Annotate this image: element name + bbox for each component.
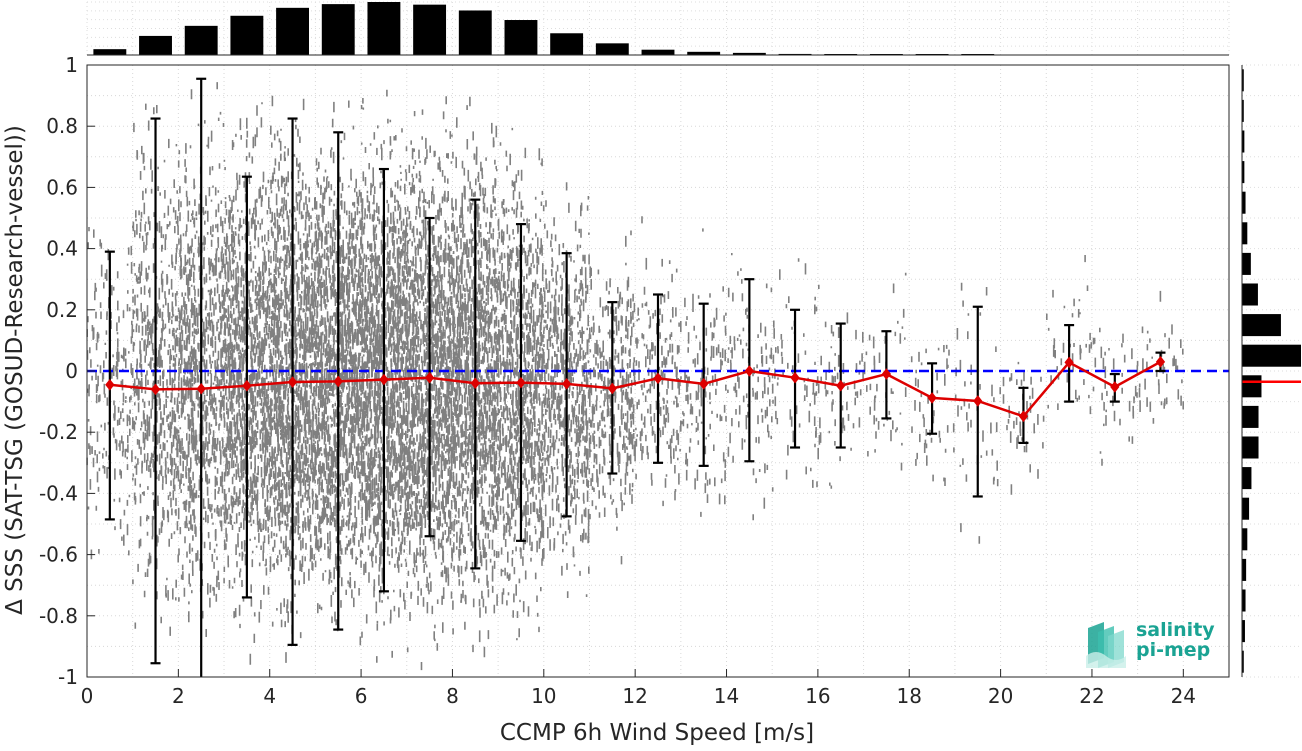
top-histogram-bar bbox=[367, 2, 401, 55]
x-tick-label: 2 bbox=[172, 684, 185, 708]
y-tick-label: 0.2 bbox=[46, 298, 78, 322]
right-histogram-bar bbox=[1242, 375, 1262, 398]
binned-mean-point bbox=[424, 371, 435, 384]
y-tick-label: -0.4 bbox=[39, 481, 78, 505]
x-tick-label: 24 bbox=[1171, 684, 1196, 708]
top-histogram-bar bbox=[184, 25, 218, 55]
binned-mean-point bbox=[653, 372, 663, 385]
logo-text-line2: pi-mep bbox=[1136, 639, 1211, 661]
y-tick-label: 0 bbox=[65, 359, 78, 383]
binned-mean-point bbox=[1018, 410, 1029, 423]
binned-mean-point bbox=[287, 376, 298, 388]
right-histogram-bar bbox=[1242, 130, 1245, 153]
y-tick-label: -1 bbox=[58, 665, 78, 689]
right-histogram-bar bbox=[1242, 467, 1252, 490]
binned-mean-point bbox=[333, 375, 343, 388]
binned-mean-point bbox=[561, 378, 572, 390]
top-histogram-bar bbox=[595, 43, 629, 55]
binned-mean-point bbox=[836, 379, 846, 392]
x-tick-label: 12 bbox=[622, 684, 647, 708]
x-axis-label: CCMP 6h Wind Speed [m/s] bbox=[500, 720, 814, 746]
right-histogram-bar bbox=[1242, 620, 1245, 643]
top-histogram-bar bbox=[458, 10, 492, 55]
binned-mean-point bbox=[744, 365, 755, 377]
right-histogram-bar bbox=[1242, 497, 1250, 520]
binned-mean-point bbox=[927, 392, 937, 404]
x-tick-label: 14 bbox=[714, 684, 739, 708]
binned-mean-point bbox=[470, 377, 480, 390]
binned-mean-point bbox=[150, 383, 161, 396]
x-tick-label: 20 bbox=[988, 684, 1013, 708]
right-histogram-bar bbox=[1242, 650, 1244, 673]
top-histogram-bar bbox=[230, 15, 264, 56]
binned-mean-point bbox=[105, 378, 115, 391]
binned-mean-point bbox=[1064, 356, 1074, 369]
y-tick-label: 0.4 bbox=[46, 237, 78, 261]
right-histogram-bar bbox=[1242, 405, 1259, 428]
x-tick-label: 0 bbox=[81, 684, 94, 708]
logo-waves-icon bbox=[1086, 622, 1126, 668]
top-histogram-bar bbox=[504, 20, 538, 55]
scatter-points bbox=[86, 82, 1184, 671]
binned-mean-point bbox=[1110, 381, 1120, 393]
right-histogram-bar bbox=[1242, 436, 1259, 459]
right-histogram-bar bbox=[1242, 69, 1244, 92]
x-tick-label: 8 bbox=[446, 684, 459, 708]
top-histogram-bar bbox=[732, 52, 766, 55]
right-histogram-bar bbox=[1242, 528, 1248, 551]
top-histogram-bar bbox=[139, 35, 172, 55]
binned-mean-point bbox=[1155, 356, 1166, 368]
salinity-pi-mep-logo: salinity pi-mep bbox=[1084, 616, 1215, 668]
right-histogram-bar bbox=[1242, 558, 1247, 581]
x-tick-label: 16 bbox=[805, 684, 830, 708]
top-histogram-bar bbox=[413, 4, 447, 55]
top-histogram-bar bbox=[641, 49, 675, 55]
right-histogram-bar bbox=[1242, 344, 1301, 367]
binned-mean-point bbox=[242, 379, 252, 392]
binned-mean-point bbox=[973, 395, 983, 407]
binned-mean-point bbox=[699, 378, 709, 390]
binned-mean-line bbox=[109, 360, 1162, 418]
binned-mean-point bbox=[607, 382, 617, 395]
top-histogram-bar bbox=[778, 53, 812, 55]
x-tick-label: 4 bbox=[263, 684, 276, 708]
right-histogram-bar bbox=[1242, 161, 1245, 184]
x-tick-label: 6 bbox=[355, 684, 368, 708]
right-histogram-bar bbox=[1242, 314, 1281, 337]
y-tick-label: -0.8 bbox=[39, 604, 78, 628]
y-tick-label: 0.8 bbox=[46, 114, 78, 138]
binned-mean-point bbox=[881, 368, 892, 380]
binned-mean-point bbox=[516, 376, 526, 389]
right-histogram-bar bbox=[1242, 191, 1246, 214]
x-tick-label: 18 bbox=[897, 684, 922, 708]
top-histogram-bar bbox=[550, 33, 584, 55]
binned-mean-point bbox=[379, 373, 389, 386]
y-tick-label: -0.6 bbox=[39, 543, 78, 567]
right-histogram-bar bbox=[1242, 283, 1258, 306]
binned-mean-point bbox=[790, 371, 800, 384]
top-histogram-bar bbox=[321, 4, 355, 56]
top-histogram-bar bbox=[687, 51, 721, 55]
top-histogram-bar bbox=[93, 49, 127, 55]
right-histogram-bar bbox=[1242, 99, 1244, 122]
top-histogram-bar bbox=[276, 7, 310, 55]
right-histogram-bar bbox=[1242, 589, 1246, 612]
y-axis-label: Δ SSS (SAT-TSG (GOSUD-Research-vessel)) bbox=[2, 125, 28, 615]
x-tick-label: 22 bbox=[1079, 684, 1104, 708]
logo-text-line1: salinity bbox=[1136, 619, 1215, 641]
y-tick-label: 0.6 bbox=[46, 175, 78, 199]
binned-mean-point bbox=[196, 382, 206, 395]
x-tick-label: 10 bbox=[531, 684, 556, 708]
y-tick-label: -0.2 bbox=[39, 420, 78, 444]
right-histogram-bar bbox=[1242, 222, 1248, 245]
y-tick-label: 1 bbox=[65, 53, 78, 77]
right-histogram-bar bbox=[1242, 252, 1251, 275]
